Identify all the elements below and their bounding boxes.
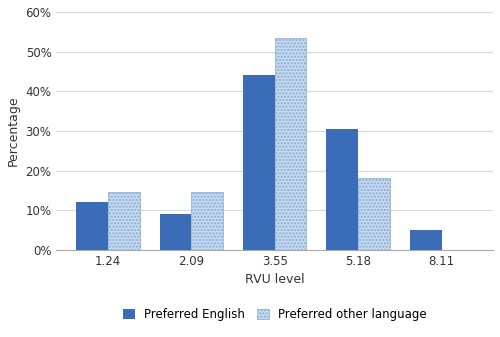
Bar — [192, 192, 223, 250]
Bar — [410, 230, 442, 250]
Y-axis label: Percentage: Percentage — [7, 96, 20, 166]
Bar — [358, 179, 390, 250]
Bar — [108, 192, 140, 250]
Bar — [160, 214, 192, 250]
X-axis label: RVU level: RVU level — [245, 273, 304, 286]
Bar — [76, 202, 108, 250]
Bar — [274, 38, 306, 250]
Bar — [326, 129, 358, 250]
Bar — [243, 75, 274, 250]
Legend: Preferred English, Preferred other language: Preferred English, Preferred other langu… — [118, 303, 432, 326]
